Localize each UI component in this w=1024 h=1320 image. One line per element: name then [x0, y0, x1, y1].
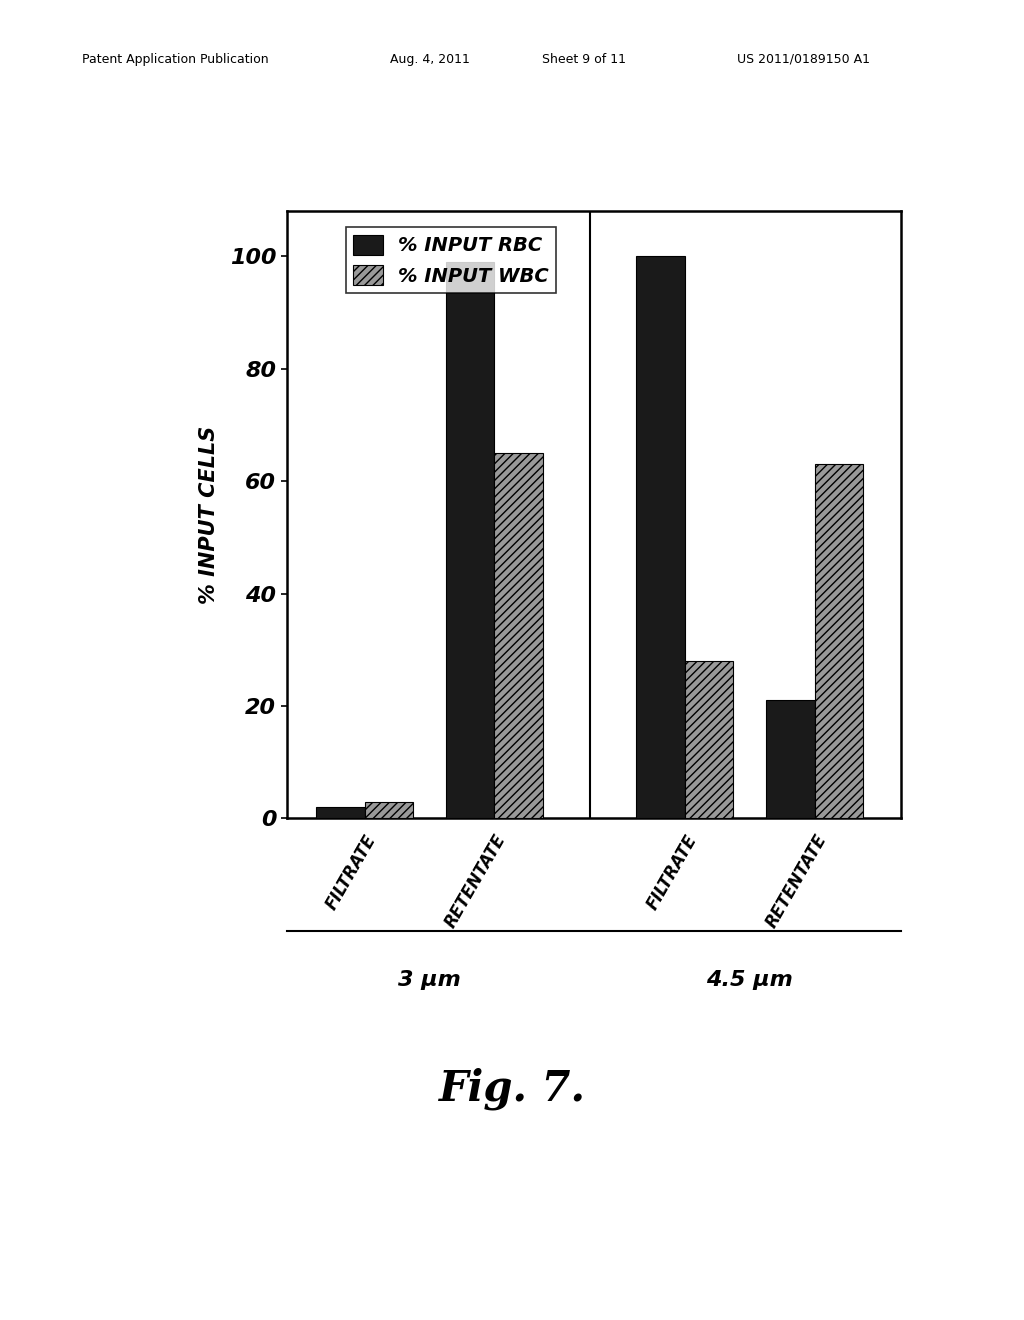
Text: 4.5 μm: 4.5 μm — [707, 970, 793, 990]
Bar — [814, 465, 863, 818]
Bar — [685, 661, 733, 818]
Bar — [445, 261, 495, 818]
Text: RETENTATE: RETENTATE — [762, 832, 830, 932]
Text: US 2011/0189150 A1: US 2011/0189150 A1 — [737, 53, 870, 66]
Text: Fig. 7.: Fig. 7. — [438, 1068, 586, 1110]
Text: Sheet 9 of 11: Sheet 9 of 11 — [542, 53, 626, 66]
Y-axis label: % INPUT CELLS: % INPUT CELLS — [199, 425, 219, 605]
Text: FILTRATE: FILTRATE — [323, 832, 380, 913]
Bar — [766, 701, 814, 818]
Legend: % INPUT RBC, % INPUT WBC: % INPUT RBC, % INPUT WBC — [345, 227, 556, 293]
Bar — [495, 453, 543, 818]
Text: Aug. 4, 2011: Aug. 4, 2011 — [390, 53, 470, 66]
Text: 3 μm: 3 μm — [398, 970, 461, 990]
Bar — [365, 801, 413, 818]
Text: RETENTATE: RETENTATE — [442, 832, 510, 932]
Text: Patent Application Publication: Patent Application Publication — [82, 53, 268, 66]
Bar — [636, 256, 685, 818]
Bar — [316, 807, 365, 818]
Text: FILTRATE: FILTRATE — [643, 832, 700, 913]
